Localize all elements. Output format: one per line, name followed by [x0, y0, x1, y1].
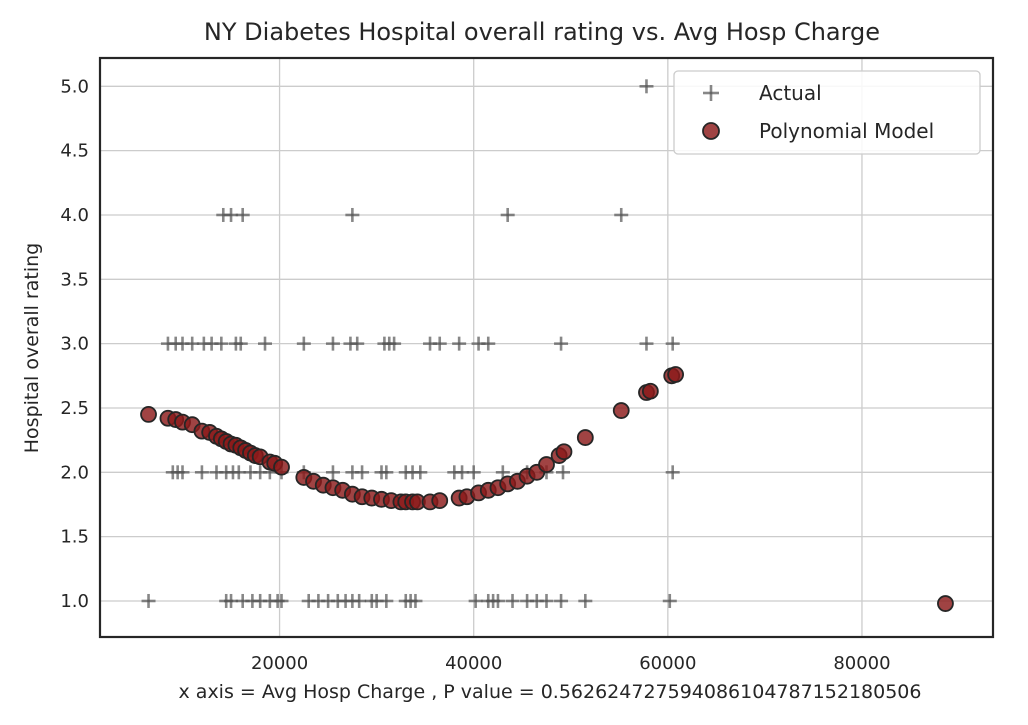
actual-point — [490, 593, 505, 608]
actual-point — [194, 465, 209, 480]
y-axis-label: Hospital overall rating — [21, 243, 43, 453]
actual-point — [614, 207, 629, 222]
model-point — [431, 492, 449, 510]
actual-point — [554, 593, 569, 608]
y-tick-label: 1.0 — [60, 591, 89, 612]
y-tick-label: 1.5 — [60, 527, 89, 548]
actual-point — [432, 336, 447, 351]
actual-point — [452, 336, 467, 351]
model-point — [273, 458, 290, 476]
model-point — [538, 456, 555, 473]
model-point — [937, 595, 954, 612]
actual-point — [466, 465, 481, 480]
x-tick-label: 60000 — [639, 653, 696, 674]
model-point — [612, 402, 630, 419]
chart-title: NY Diabetes Hospital overall rating vs. … — [204, 18, 880, 46]
actual-point — [408, 593, 423, 608]
polynomial-model-series — [140, 366, 954, 612]
actual-point — [352, 593, 367, 608]
x-tick-label: 80000 — [833, 653, 890, 674]
y-tick-label: 2.0 — [60, 462, 89, 483]
actual-point — [505, 593, 520, 608]
actual-point — [235, 207, 250, 222]
actual-point — [639, 79, 654, 94]
actual-point — [539, 593, 554, 608]
actual-point — [500, 207, 515, 222]
actual-point — [379, 593, 394, 608]
actual-point — [662, 593, 677, 608]
actual-point — [379, 465, 394, 480]
legend-actual-marker — [703, 85, 719, 101]
actual-point — [175, 465, 190, 480]
x-tick-label: 20000 — [251, 653, 308, 674]
y-tick-labels: 1.0 1.5 2.0 2.5 3.0 3.5 4.0 4.5 5.0 — [60, 76, 89, 612]
y-tick-label: 2.5 — [60, 398, 89, 419]
actual-point — [578, 593, 593, 608]
legend-actual-label: Actual — [759, 81, 822, 105]
model-point — [555, 443, 573, 461]
model-point — [140, 406, 157, 423]
actual-point — [345, 207, 360, 222]
actual-series — [141, 79, 680, 608]
actual-point — [639, 336, 654, 351]
y-tick-label: 4.0 — [60, 205, 89, 226]
x-tick-label: 40000 — [445, 653, 502, 674]
legend: Actual Polynomial Model — [673, 70, 981, 155]
actual-point — [413, 465, 428, 480]
actual-point — [554, 336, 569, 351]
actual-point — [325, 336, 340, 351]
actual-point — [214, 336, 229, 351]
plot-frame — [98, 56, 995, 639]
actual-point — [556, 465, 571, 480]
y-tick-label: 5.0 — [60, 76, 89, 97]
y-tick-label: 3.0 — [60, 334, 89, 355]
y-tick-label: 4.5 — [60, 141, 89, 162]
grid-lines — [100, 58, 993, 637]
actual-point — [296, 336, 311, 351]
actual-point — [495, 465, 510, 480]
actual-point — [258, 336, 273, 351]
actual-point — [233, 336, 248, 351]
actual-point — [274, 593, 289, 608]
actual-point — [350, 336, 365, 351]
x-axis-label: x axis = Avg Hosp Charge , P value = 0.5… — [179, 681, 922, 703]
legend-box — [673, 70, 981, 155]
legend-model-marker — [702, 122, 720, 140]
actual-point — [468, 593, 483, 608]
actual-point — [665, 336, 680, 351]
actual-point — [665, 465, 680, 480]
actual-point — [141, 593, 156, 608]
y-tick-label: 3.5 — [60, 269, 89, 290]
actual-point — [387, 336, 402, 351]
actual-point — [355, 465, 370, 480]
model-point — [667, 366, 684, 383]
model-point — [641, 382, 659, 400]
model-point — [576, 429, 594, 446]
x-tick-labels: 20000 40000 60000 80000 — [251, 653, 891, 674]
actual-point — [481, 336, 496, 351]
actual-point — [325, 465, 340, 480]
legend-model-label: Polynomial Model — [759, 119, 934, 143]
